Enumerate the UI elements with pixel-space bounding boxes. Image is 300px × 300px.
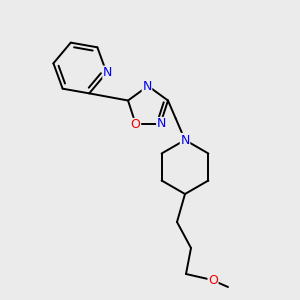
Text: N: N [142,80,152,92]
Text: N: N [103,66,112,79]
Text: N: N [157,118,166,130]
Text: O: O [208,274,218,287]
Text: O: O [131,118,141,131]
Text: N: N [180,134,190,146]
